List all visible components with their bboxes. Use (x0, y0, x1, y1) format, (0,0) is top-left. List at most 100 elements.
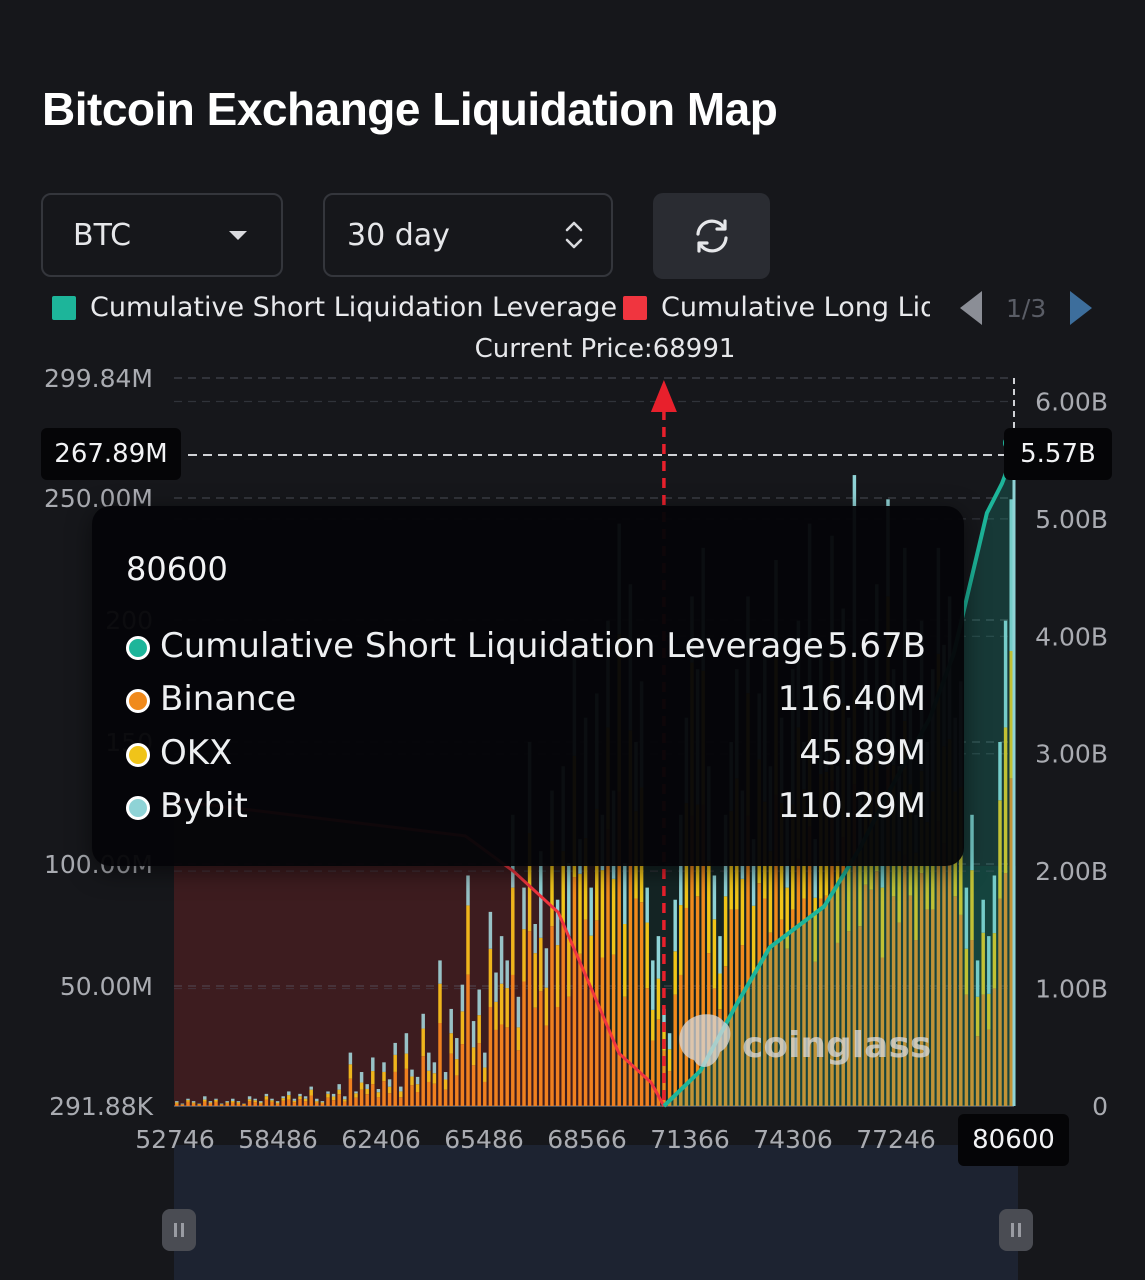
refresh-icon (695, 219, 728, 253)
bar-segment (281, 1098, 285, 1101)
bar-segment (712, 875, 717, 920)
tooltip-row-name: OKX (160, 733, 233, 773)
bar-segment (298, 1096, 302, 1100)
bar-segment (561, 922, 565, 1106)
bar-segment (231, 1102, 235, 1106)
bar-segment (516, 1027, 521, 1051)
bar-segment (931, 909, 935, 1106)
bar-segment (987, 993, 991, 1030)
bar-segment (858, 850, 862, 927)
chevron-right-icon[interactable] (1068, 290, 1094, 326)
bar-segment (410, 1085, 414, 1106)
coinglass-logo-icon (679, 1014, 731, 1067)
bar-segment (231, 1098, 235, 1101)
bar-segment (970, 814, 974, 871)
bar-segment (499, 983, 504, 1025)
bar-segment (522, 887, 526, 930)
bar-segment (264, 1096, 269, 1100)
tooltip-row-value: 116.40M (777, 679, 926, 719)
current-price-label: Current Price:68991 (474, 334, 736, 364)
symbol-select-value: BTC (73, 217, 132, 253)
y-right-tick: 4.00B (1035, 622, 1108, 651)
bar-segment (415, 1084, 420, 1093)
bar-segment (309, 1086, 313, 1090)
legend-item-long[interactable]: Cumulative Long Liqu (623, 292, 930, 323)
bar-segment (225, 1101, 229, 1103)
bar-segment (751, 977, 756, 1106)
bar-segment (421, 1013, 425, 1029)
bar-segment (718, 973, 722, 1010)
bar-segment (186, 1098, 190, 1101)
bar-segment (903, 854, 907, 1106)
range-select[interactable]: 30 day (323, 193, 613, 277)
range-slider-track[interactable] (174, 1145, 1018, 1280)
bar-segment (858, 926, 862, 1106)
bar-segment (438, 1023, 442, 1106)
bar-segment (645, 988, 649, 1106)
bar-segment (975, 1036, 980, 1106)
bar-segment (376, 1092, 381, 1098)
bar-segment (494, 1001, 498, 1030)
bar-segment (667, 1033, 672, 1050)
bar-segment (371, 1057, 375, 1072)
bar-segment (175, 1102, 179, 1104)
bar-segment (477, 1043, 481, 1106)
bar-segment (690, 815, 694, 1106)
bar-segment (774, 794, 778, 1106)
bar-segment (947, 861, 952, 1106)
tooltip-row-value: 110.29M (777, 786, 926, 826)
symbol-select[interactable]: BTC (41, 193, 283, 277)
bar-segment (270, 1098, 274, 1101)
bar-segment (914, 940, 918, 1106)
bar-segment (970, 870, 974, 941)
bar-segment (365, 1084, 369, 1089)
bar-segment (292, 1102, 297, 1106)
bar-segment (214, 1101, 218, 1106)
bar-segment (365, 1094, 369, 1106)
bar-segment (309, 1089, 313, 1096)
x-tick: 52746 (135, 1125, 215, 1154)
range-slider-left-handle[interactable] (162, 1209, 196, 1251)
x-tick: 65486 (444, 1125, 524, 1154)
legend-label-short: Cumulative Short Liquidation Leverage (90, 292, 618, 323)
arrow-up-icon (650, 380, 677, 412)
bar-segment (348, 1078, 353, 1106)
bar-segment (511, 974, 515, 1106)
tooltip-row: Cumulative Short Liquidation Leverage 5.… (126, 626, 926, 670)
bar-segment (275, 1103, 280, 1106)
bar-segment (247, 1101, 252, 1106)
refresh-button[interactable] (653, 193, 770, 279)
legend-item-short[interactable]: Cumulative Short Liquidation Leverage (52, 292, 617, 323)
bar-segment (567, 938, 571, 997)
bar-segment (466, 875, 470, 906)
chart-tooltip: 80600 Cumulative Short Liquidation Lever… (92, 506, 964, 866)
bar-segment (371, 1084, 375, 1106)
chevron-left-icon[interactable] (958, 290, 984, 326)
bar-segment (998, 898, 1002, 1106)
bar-segment (387, 1093, 392, 1106)
range-slider-right-handle[interactable] (999, 1209, 1033, 1251)
bar-segment (919, 873, 924, 1106)
bar-segment (595, 920, 599, 1106)
bar-segment (589, 935, 593, 989)
bar-segment (275, 1102, 280, 1104)
bar-segment (561, 851, 565, 923)
bar-segment (427, 1052, 431, 1071)
bar-segment (488, 1006, 493, 1106)
y-left-tick: 291.88K (49, 1092, 153, 1121)
crosshair-right-value: 5.57B (1004, 428, 1112, 480)
bar-segment (1003, 727, 1008, 874)
bar-segment (863, 884, 868, 1106)
bar-segment (393, 1071, 397, 1106)
bar-segment (511, 887, 515, 975)
x-tick: 62406 (341, 1125, 421, 1154)
caret-down-icon (229, 230, 247, 240)
bar-segment (197, 1103, 201, 1105)
bar-segment (337, 1094, 341, 1106)
bar-segment (656, 978, 661, 1020)
bar-segment (242, 1104, 246, 1106)
bar-segment (399, 1097, 403, 1106)
bar-segment (354, 1093, 358, 1098)
bar-segment (757, 883, 761, 1106)
y-right-tick: 1.00B (1035, 975, 1108, 1004)
